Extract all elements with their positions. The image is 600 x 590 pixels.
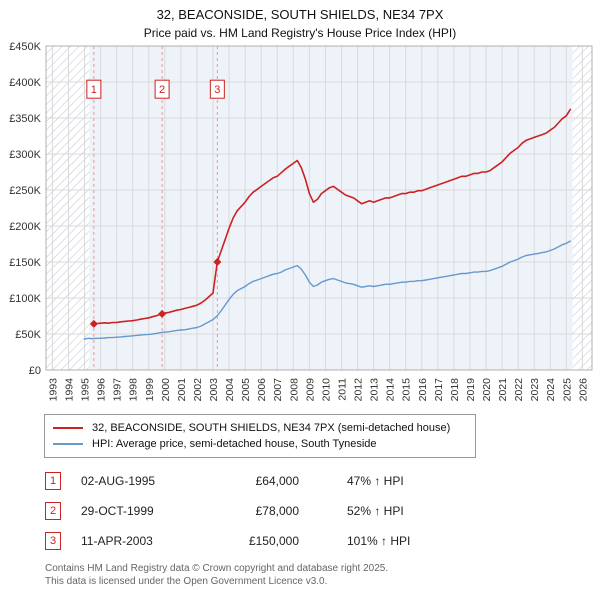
svg-text:2003: 2003 (208, 378, 220, 402)
legend-item-property: 32, BEACONSIDE, SOUTH SHIELDS, NE34 7PX … (53, 420, 467, 436)
svg-text:1997: 1997 (112, 378, 124, 402)
transaction-row: 3 11-APR-2003 £150,000 101% ↑ HPI (45, 532, 600, 550)
transaction-price: £64,000 (255, 474, 299, 488)
svg-text:1998: 1998 (128, 378, 140, 402)
svg-text:2011: 2011 (336, 378, 348, 401)
hpi-line-swatch (53, 443, 83, 445)
svg-text:2012: 2012 (353, 378, 365, 402)
svg-text:£150K: £150K (9, 257, 41, 269)
svg-text:2016: 2016 (417, 378, 429, 402)
svg-text:2020: 2020 (481, 378, 493, 402)
svg-text:2026: 2026 (577, 378, 589, 402)
transaction-price: £150,000 (248, 534, 299, 548)
svg-text:2: 2 (159, 84, 165, 96)
page-title: 32, BEACONSIDE, SOUTH SHIELDS, NE34 7PX (156, 7, 444, 22)
svg-text:2017: 2017 (433, 378, 445, 402)
page-subtitle: Price paid vs. HM Land Registry's House … (143, 26, 457, 40)
svg-text:2000: 2000 (160, 378, 172, 402)
svg-text:£450K: £450K (9, 41, 41, 53)
svg-text:1996: 1996 (96, 378, 108, 402)
transaction-list: 1 02-AUG-1995 £64,000 47% ↑ HPI 2 29-OCT… (45, 472, 600, 550)
price-history-chart: 1 2 3 £0 £50K £100K £150K £200K £250K £300K £350K £… (9, 41, 593, 402)
svg-text:£250K: £250K (9, 185, 41, 197)
chart-legend: 32, BEACONSIDE, SOUTH SHIELDS, NE34 7PX … (44, 414, 476, 458)
svg-text:£300K: £300K (9, 149, 41, 161)
svg-text:2014: 2014 (385, 378, 397, 402)
svg-text:3: 3 (214, 84, 220, 96)
transaction-date: 11-APR-2003 (81, 534, 153, 548)
transaction-hpi-change: 101% ↑ HPI (347, 534, 411, 548)
svg-text:£200K: £200K (9, 221, 41, 233)
transaction-date: 29-OCT-1999 (81, 504, 154, 518)
transaction-number-badge: 2 (45, 502, 61, 520)
svg-text:1994: 1994 (63, 378, 75, 402)
svg-text:£50K: £50K (15, 329, 41, 341)
svg-text:1999: 1999 (144, 378, 156, 402)
svg-text:2025: 2025 (561, 378, 573, 402)
svg-text:£100K: £100K (9, 293, 41, 305)
transaction-hpi-change: 52% ↑ HPI (347, 504, 404, 518)
svg-text:2021: 2021 (497, 378, 509, 402)
transaction-row: 1 02-AUG-1995 £64,000 47% ↑ HPI (45, 472, 600, 490)
svg-text:£350K: £350K (9, 113, 41, 125)
transaction-row: 2 29-OCT-1999 £78,000 52% ↑ HPI (45, 502, 600, 520)
legend-label-property: 32, BEACONSIDE, SOUTH SHIELDS, NE34 7PX … (92, 422, 451, 434)
svg-text:2002: 2002 (192, 378, 204, 402)
svg-text:1: 1 (91, 84, 97, 96)
transaction-number-badge: 3 (45, 532, 61, 550)
svg-text:2013: 2013 (369, 378, 381, 402)
svg-text:£400K: £400K (9, 77, 41, 89)
license-footer: Contains HM Land Registry data © Crown c… (45, 562, 600, 588)
svg-text:2009: 2009 (304, 378, 316, 402)
svg-text:2006: 2006 (256, 378, 268, 402)
svg-text:2010: 2010 (320, 378, 332, 402)
svg-text:2007: 2007 (272, 378, 284, 402)
transaction-hpi-change: 47% ↑ HPI (347, 474, 404, 488)
svg-text:1993: 1993 (47, 378, 59, 402)
svg-text:2018: 2018 (449, 378, 461, 402)
svg-text:£0: £0 (29, 365, 41, 377)
svg-text:2022: 2022 (513, 378, 525, 402)
svg-text:2005: 2005 (240, 378, 252, 402)
footer-line-1: Contains HM Land Registry data © Crown c… (45, 563, 389, 574)
svg-text:2019: 2019 (465, 378, 477, 402)
transaction-price: £78,000 (255, 504, 299, 518)
svg-text:2008: 2008 (288, 378, 300, 402)
svg-text:2001: 2001 (176, 378, 188, 402)
transaction-number-badge: 1 (45, 472, 61, 490)
transaction-date: 02-AUG-1995 (81, 474, 156, 488)
legend-label-hpi: HPI: Average price, semi-detached house,… (92, 438, 377, 450)
svg-text:2023: 2023 (529, 378, 541, 402)
svg-text:2015: 2015 (401, 378, 413, 402)
footer-line-2: This data is licensed under the Open Gov… (45, 576, 328, 587)
svg-text:1995: 1995 (80, 378, 92, 402)
chart-header: 32, BEACONSIDE, SOUTH SHIELDS, NE34 7PX … (0, 0, 600, 40)
property-line-swatch (53, 427, 83, 429)
legend-item-hpi: HPI: Average price, semi-detached house,… (53, 436, 467, 452)
svg-text:2004: 2004 (224, 378, 236, 402)
svg-text:2024: 2024 (545, 378, 557, 402)
